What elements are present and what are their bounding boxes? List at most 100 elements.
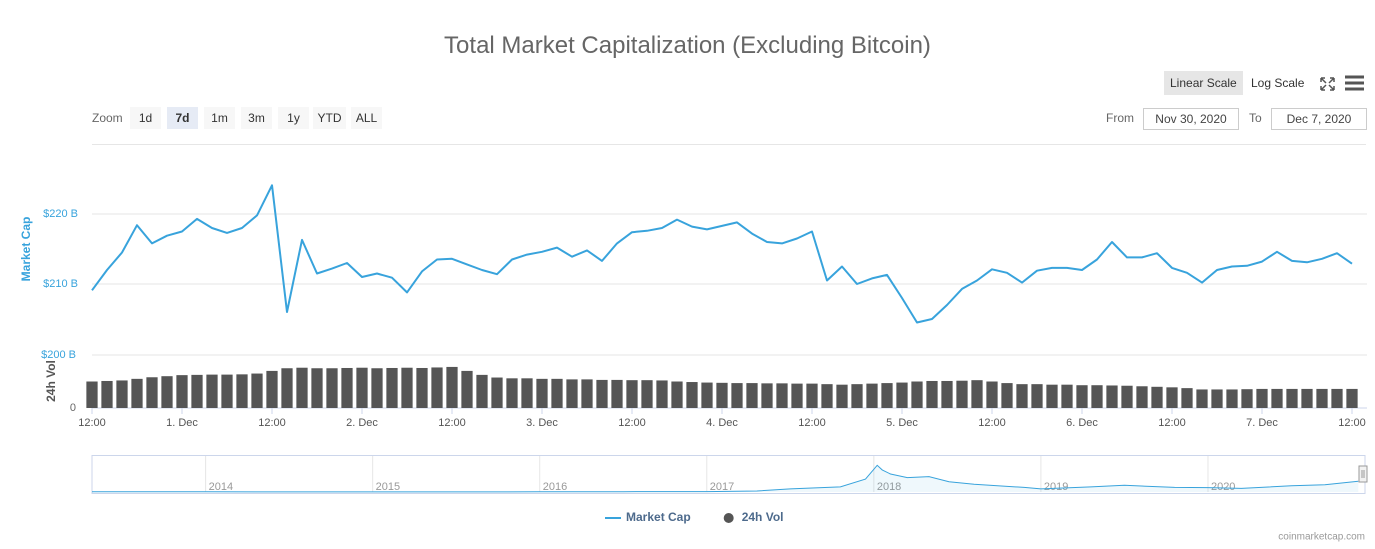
volume-bar bbox=[686, 382, 698, 408]
y2-tick-label: 0 bbox=[70, 402, 76, 414]
volume-bar bbox=[1181, 388, 1193, 408]
volume-bar bbox=[386, 367, 398, 408]
zoom-button[interactable]: 1d bbox=[130, 107, 161, 129]
to-date[interactable]: Dec 7, 2020 bbox=[1271, 108, 1367, 130]
volume-bar bbox=[251, 373, 263, 408]
scale-button[interactable]: Log Scale bbox=[1251, 76, 1305, 90]
x-tick-label: 2. Dec bbox=[346, 417, 378, 429]
volume-bar bbox=[971, 380, 983, 408]
zoom-button[interactable]: 1y bbox=[278, 107, 309, 129]
volume-bar bbox=[101, 380, 113, 408]
volume-bar bbox=[1256, 388, 1268, 408]
to-label: To bbox=[1249, 111, 1262, 125]
volume-bar bbox=[311, 368, 323, 408]
volume-bar bbox=[1076, 385, 1088, 408]
zoom-button[interactable]: ALL bbox=[351, 107, 382, 129]
volume-bar bbox=[521, 378, 533, 408]
navigator-tick-label: 2016 bbox=[543, 481, 567, 493]
from-label: From bbox=[1106, 111, 1134, 125]
volume-bar bbox=[926, 380, 938, 408]
zoom-label: Zoom bbox=[92, 111, 123, 125]
y-tick-label: $210 B bbox=[43, 278, 78, 290]
legend-label[interactable]: 24h Vol bbox=[742, 510, 784, 524]
volume-bar bbox=[176, 375, 188, 408]
x-tick-label: 4. Dec bbox=[706, 417, 738, 429]
navigator-tick-label: 2019 bbox=[1044, 481, 1068, 493]
zoom-button[interactable]: 3m bbox=[241, 107, 272, 129]
volume-bar bbox=[911, 381, 923, 408]
x-tick-label: 12:00 bbox=[1158, 417, 1186, 429]
scale-button[interactable]: Linear Scale bbox=[1164, 71, 1243, 95]
volume-bar bbox=[956, 380, 968, 408]
volume-bar bbox=[116, 380, 128, 408]
volume-bar bbox=[1031, 384, 1043, 408]
y-axis-title: Market Cap bbox=[19, 217, 33, 282]
volume-bar bbox=[791, 383, 803, 408]
volume-bar bbox=[896, 382, 908, 408]
volume-bar bbox=[551, 378, 563, 408]
navigator-handle[interactable] bbox=[1358, 465, 1368, 483]
x-tick-label: 12:00 bbox=[978, 417, 1006, 429]
x-tick-label: 5. Dec bbox=[886, 417, 918, 429]
volume-bar bbox=[1166, 387, 1178, 408]
volume-bar bbox=[941, 380, 953, 408]
chart-title: Total Market Capitalization (Excluding B… bbox=[444, 32, 931, 59]
x-tick-label: 3. Dec bbox=[526, 417, 558, 429]
volume-bar bbox=[1241, 389, 1253, 408]
volume-bar bbox=[581, 379, 593, 408]
x-tick-label: 12:00 bbox=[258, 417, 286, 429]
menu-icon[interactable] bbox=[1345, 75, 1364, 91]
from-date[interactable]: Nov 30, 2020 bbox=[1143, 108, 1239, 130]
volume-bar bbox=[491, 377, 503, 408]
navigator-tick-label: 2018 bbox=[877, 481, 901, 493]
volume-bar bbox=[1196, 389, 1208, 408]
y2-axis-title: 24h Vol bbox=[44, 360, 58, 402]
volume-bar bbox=[881, 383, 893, 408]
x-tick-label: 12:00 bbox=[438, 417, 466, 429]
volume-bar bbox=[701, 382, 713, 408]
volume-bar bbox=[326, 368, 338, 408]
volume-bar bbox=[371, 368, 383, 408]
zoom-button[interactable]: YTD bbox=[313, 107, 346, 129]
volume-bar bbox=[626, 380, 638, 408]
volume-bar bbox=[986, 381, 998, 408]
volume-bar bbox=[851, 384, 863, 408]
volume-bar bbox=[1001, 383, 1013, 408]
credit[interactable]: coinmarketcap.com bbox=[1278, 532, 1365, 543]
volume-bar bbox=[641, 380, 653, 408]
volume-bar bbox=[1316, 388, 1328, 408]
x-tick-label: 12:00 bbox=[78, 417, 106, 429]
volume-bar bbox=[1226, 389, 1238, 408]
volume-bar bbox=[656, 380, 668, 408]
zoom-button[interactable]: 7d bbox=[167, 107, 198, 129]
volume-bar bbox=[296, 367, 308, 408]
volume-bar bbox=[1106, 385, 1118, 408]
volume-bar bbox=[191, 374, 203, 408]
volume-bar bbox=[506, 378, 518, 408]
volume-bar bbox=[1091, 385, 1103, 408]
zoom-button[interactable]: 1m bbox=[204, 107, 235, 129]
volume-bar bbox=[146, 377, 158, 408]
volume-bar bbox=[1061, 384, 1073, 408]
volume-bar bbox=[566, 379, 578, 408]
navigator-tick-label: 2014 bbox=[209, 481, 233, 493]
volume-bar bbox=[281, 368, 293, 408]
navigator-tick-label: 2015 bbox=[376, 481, 400, 493]
volume-bar bbox=[341, 367, 353, 408]
navigator-tick-label: 2017 bbox=[710, 481, 734, 493]
legend-marker bbox=[723, 513, 734, 523]
volume-bar bbox=[1121, 385, 1133, 408]
volume-bar bbox=[416, 367, 428, 408]
legend-label[interactable]: Market Cap bbox=[626, 510, 691, 524]
volume-bar bbox=[776, 383, 788, 408]
volume-bar bbox=[1286, 388, 1298, 408]
y-tick-label: $220 B bbox=[43, 208, 78, 220]
fullscreen-icon[interactable] bbox=[1320, 77, 1335, 91]
volume-bar bbox=[1211, 389, 1223, 408]
volume-bar bbox=[446, 366, 458, 408]
x-tick-label: 1. Dec bbox=[166, 417, 198, 429]
volume-bar bbox=[866, 383, 878, 408]
volume-bar bbox=[731, 383, 743, 408]
